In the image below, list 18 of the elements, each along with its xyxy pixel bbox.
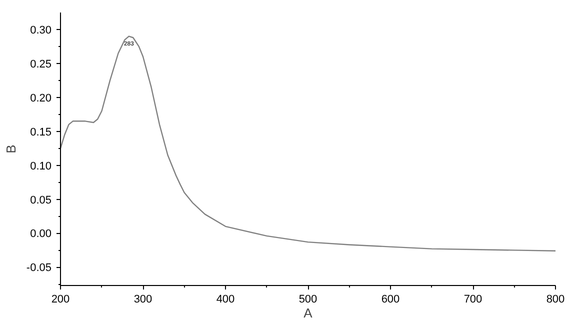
y-tick-label: 0.30 bbox=[30, 24, 52, 36]
y-tick-label: 0.05 bbox=[30, 194, 52, 206]
x-tick-label: 600 bbox=[381, 294, 400, 306]
y-tick-label: 0.00 bbox=[30, 228, 52, 240]
x-axis-title: A bbox=[304, 306, 313, 320]
x-tick-label: 500 bbox=[298, 294, 318, 306]
y-tick-label: 0.15 bbox=[30, 126, 52, 138]
y-tick-label: 0.20 bbox=[30, 92, 52, 104]
line-series bbox=[60, 36, 556, 252]
y-tick-label: -0.05 bbox=[26, 262, 52, 274]
x-tick-label: 200 bbox=[51, 294, 70, 306]
x-tick-label: 700 bbox=[464, 294, 482, 306]
y-axis-title: B bbox=[3, 144, 18, 154]
x-tick-label: 300 bbox=[134, 294, 152, 306]
y-tick-label: 0.25 bbox=[30, 58, 52, 70]
x-tick-label: 800 bbox=[546, 294, 565, 306]
y-tick-label: 0.10 bbox=[30, 160, 52, 172]
x-tick-label: 400 bbox=[216, 294, 235, 306]
